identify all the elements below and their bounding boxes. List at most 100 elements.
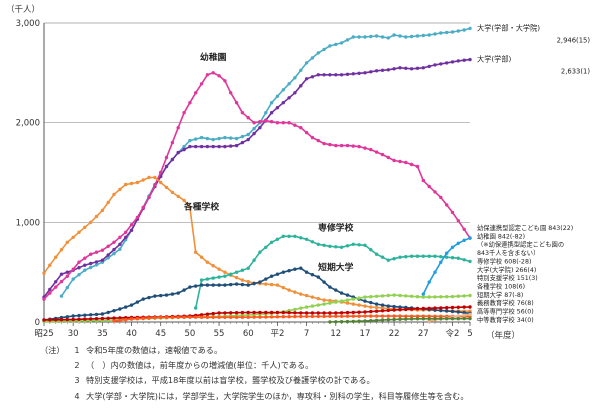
- data-point: [205, 73, 210, 77]
- data-point: [217, 74, 221, 78]
- data-point: [77, 313, 81, 318]
- data-point: [211, 315, 215, 319]
- data-point: [223, 311, 227, 315]
- data-point: [94, 317, 99, 321]
- data-point: [199, 144, 204, 149]
- data-point: [258, 315, 262, 319]
- data-point: [170, 190, 175, 195]
- data-point: [188, 205, 192, 210]
- data-point: [246, 315, 250, 319]
- data-point: [269, 274, 274, 278]
- y-tick-label: 3,000: [16, 19, 40, 29]
- data-point: [240, 134, 245, 139]
- data-point: [194, 284, 198, 288]
- footnote-text: 令和5年度の数値は，速報値である。: [86, 345, 223, 355]
- data-point: [106, 316, 110, 320]
- data-point: [404, 160, 408, 165]
- data-point: [427, 254, 431, 258]
- data-point: [252, 126, 256, 131]
- data-point: [287, 234, 291, 238]
- data-point: [275, 315, 280, 319]
- data-point: [316, 314, 320, 319]
- data-point: [310, 56, 315, 60]
- data-point: [211, 264, 215, 268]
- data-point: [445, 306, 449, 310]
- data-point: [170, 157, 175, 162]
- data-point: [404, 66, 408, 71]
- data-point: [445, 295, 449, 299]
- data-point: [345, 143, 350, 148]
- data-point: [409, 67, 414, 71]
- data-point: [240, 282, 245, 287]
- data-point: [264, 119, 268, 123]
- footnotes: （注） 1 令和5年度の数値は，速報値である。 2 （ ）内の数値は，前年度からの増減値…: [40, 343, 590, 404]
- data-point: [229, 282, 233, 287]
- y-tick-label: 2,000: [16, 119, 40, 129]
- data-point: [147, 316, 151, 320]
- data-point: [386, 36, 390, 40]
- series-大学(学部): [42, 57, 472, 299]
- data-point: [223, 274, 227, 278]
- data-point: [439, 255, 443, 259]
- data-point: [386, 304, 390, 308]
- data-point: [322, 314, 326, 319]
- data-point: [118, 235, 122, 239]
- data-point: [54, 280, 58, 284]
- data-point: [112, 192, 116, 197]
- data-point: [304, 61, 309, 65]
- data-point: [205, 283, 210, 287]
- data-point: [386, 155, 390, 160]
- data-point: [188, 285, 192, 289]
- data-point: [89, 313, 93, 317]
- data-point: [65, 274, 70, 278]
- data-point: [164, 185, 169, 190]
- data-point: [281, 121, 285, 125]
- data-point: [450, 30, 455, 34]
- footnote-prefix: [40, 358, 68, 373]
- data-point: [363, 243, 367, 247]
- data-point: [124, 230, 128, 234]
- data-point: [94, 250, 99, 254]
- data-point: [392, 293, 396, 297]
- data-point: [339, 314, 344, 318]
- data-point: [252, 315, 256, 319]
- data-point: [194, 315, 198, 319]
- data-point: [439, 31, 443, 35]
- data-point: [281, 88, 285, 92]
- data-point: [129, 228, 134, 232]
- data-point: [147, 195, 151, 200]
- data-point: [264, 111, 268, 115]
- data-point: [445, 255, 449, 259]
- data-point: [351, 72, 355, 76]
- x-tick-label: 令2: [446, 328, 460, 339]
- data-point: [59, 248, 64, 252]
- data-point: [415, 254, 420, 258]
- data-point: [421, 66, 425, 70]
- data-point: [205, 312, 210, 316]
- data-point: [363, 314, 367, 318]
- data-point: [322, 302, 326, 306]
- data-point: [65, 317, 70, 322]
- data-point: [380, 35, 385, 39]
- legend-small-label: 特別支援学校 151(3): [477, 273, 538, 282]
- data-point: [369, 147, 373, 152]
- data-point: [269, 240, 274, 244]
- data-point: [392, 308, 396, 312]
- data-point: [351, 302, 355, 306]
- data-point: [433, 270, 437, 274]
- data-point: [304, 314, 309, 319]
- data-point: [427, 280, 431, 284]
- data-point: [339, 143, 344, 148]
- data-point: [369, 319, 373, 323]
- data-point: [287, 311, 291, 315]
- series-line: [43, 58, 471, 298]
- data-point: [398, 34, 402, 38]
- series-専修学校: [194, 234, 472, 310]
- data-point: [316, 275, 320, 279]
- y-axis-ticks: 0 1,000 2,000 3,000: [16, 19, 40, 328]
- data-point: [48, 287, 52, 292]
- series-中等教育学校: [328, 316, 472, 324]
- data-point: [322, 243, 326, 247]
- data-point: [433, 317, 437, 321]
- data-point: [269, 111, 274, 115]
